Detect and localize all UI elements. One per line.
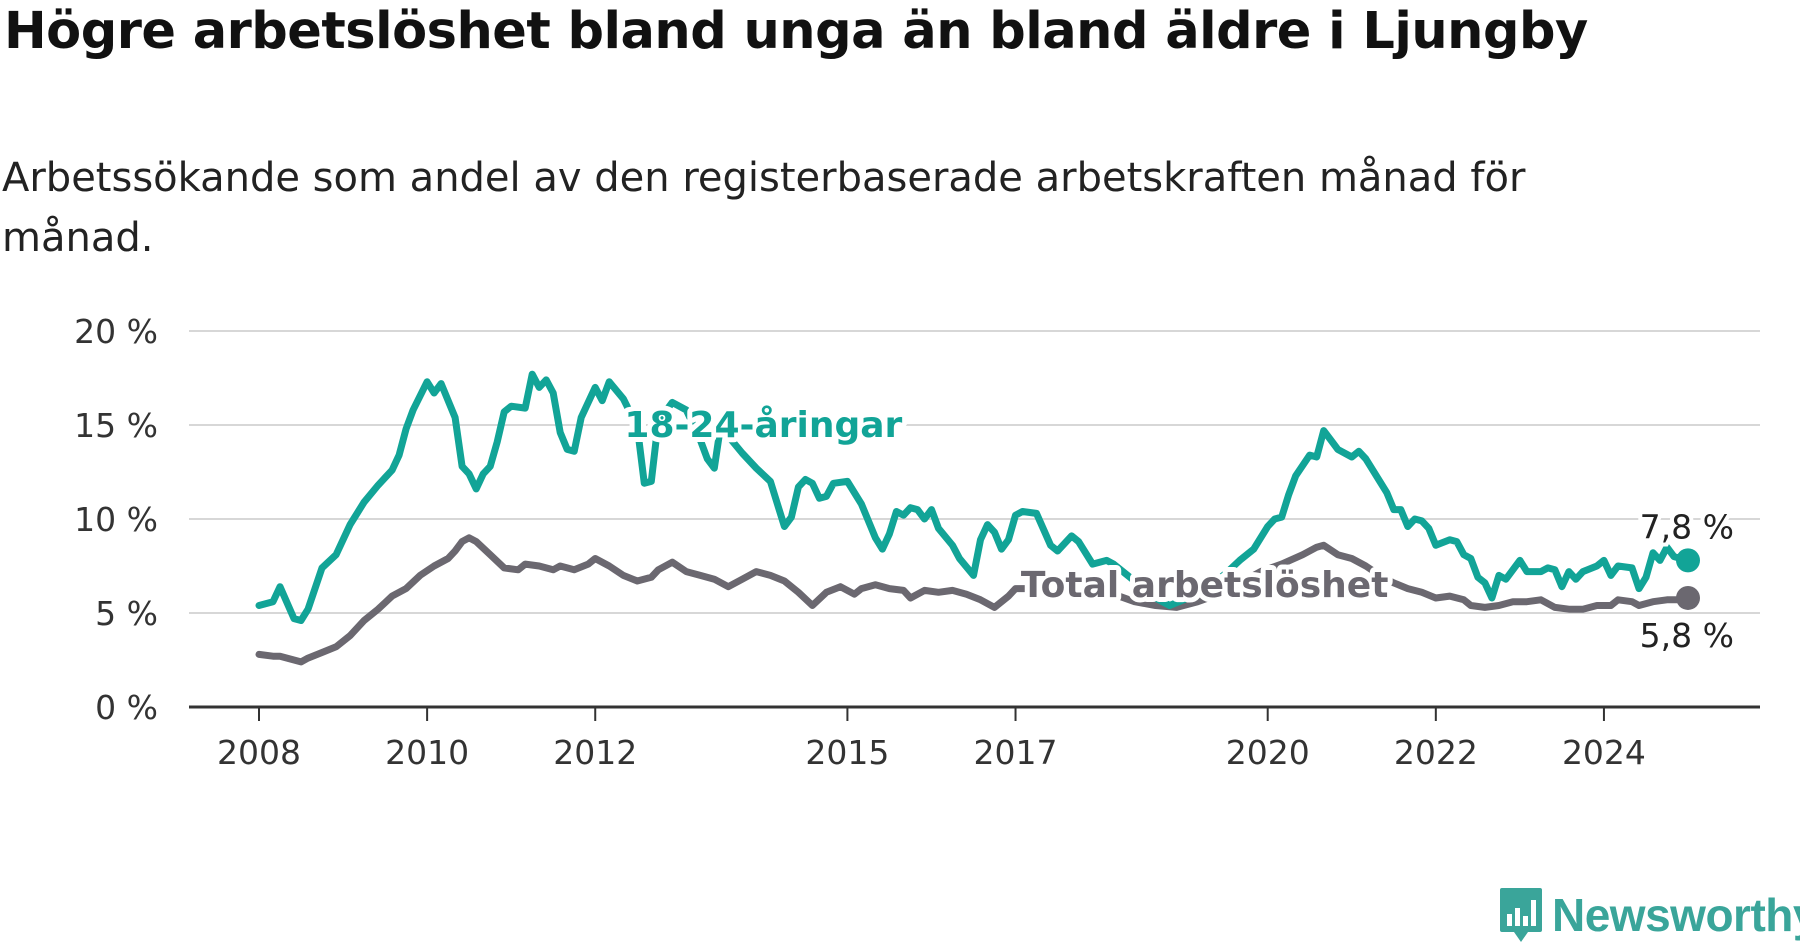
chart-title: Högre arbetslöshet bland unga än bland ä…: [4, 2, 1588, 61]
y-tick-label: 0 %: [95, 688, 158, 727]
end-marker-youth: [1676, 548, 1700, 573]
line-total: [255, 534, 1692, 666]
x-tick-label: 2024: [1562, 733, 1646, 772]
series-label-youth: 18-24-åringar: [624, 405, 902, 446]
y-tick-label: 15 %: [74, 406, 158, 445]
series-lines: [255, 370, 1700, 666]
end-value-label: 5,8 %: [1640, 616, 1734, 655]
series-labels: 7,8 % 5,8 % 18-24-åringar Total arbetslöshe…: [619, 400, 1738, 659]
x-tick-label: 2008: [217, 733, 301, 772]
line-chart: 0 %5 %10 %15 %20 % 2008 2010 2012 2015 2017 2…: [74, 312, 1760, 772]
brand-name: Newsworthy: [1552, 889, 1800, 941]
y-tick-label: 10 %: [74, 500, 158, 539]
series-label-total: Total arbetslöshet: [1021, 565, 1389, 606]
end-value-label: 7,8 %: [1640, 507, 1734, 546]
y-axis-tick-labels: 0 % 5 % 10 % 15 % 20 %: [74, 312, 158, 727]
y-tick-label: 20 %: [74, 312, 158, 351]
x-tick-label: 2010: [385, 733, 469, 772]
end-marker-total: [1676, 585, 1700, 610]
newsworthy-logo: Newsworthy: [1498, 886, 1800, 944]
gridlines: [189, 330, 1760, 709]
chart-subtitle: Arbetssökande som andel av den registerb…: [2, 155, 1526, 261]
x-tick-label: 2012: [553, 733, 637, 772]
x-tick-label: 2017: [974, 733, 1058, 772]
bar-chart-icon: [1500, 888, 1542, 942]
line-youth: [255, 370, 1692, 624]
x-tick-label: 2022: [1394, 733, 1478, 772]
x-axis-tick-labels: 2008 2010 2012 2015 2017 2020 2022 2024: [217, 707, 1646, 772]
x-tick-label: 2020: [1226, 733, 1310, 772]
y-tick-label: 5 %: [95, 594, 158, 633]
x-tick-label: 2015: [805, 733, 889, 772]
